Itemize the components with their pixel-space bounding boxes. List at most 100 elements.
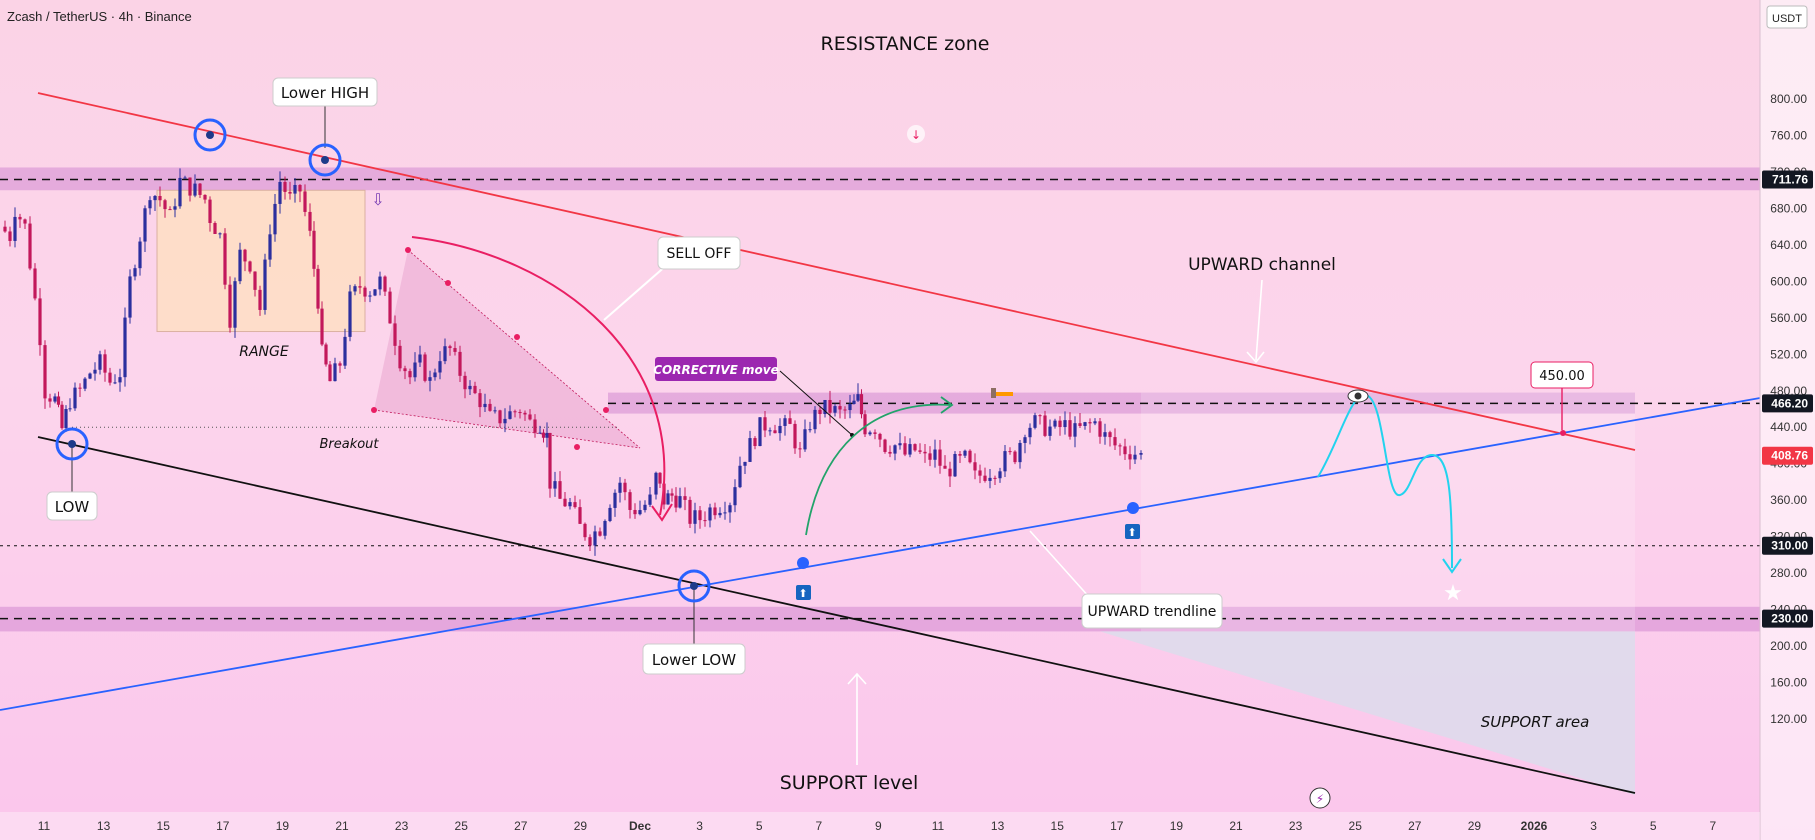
price-tag-box — [1762, 394, 1813, 413]
x-tick-label: 7 — [1709, 819, 1716, 833]
price-450-point — [1560, 430, 1566, 436]
corrective-label: CORRECTIVE move — [653, 363, 779, 377]
candle-body — [73, 387, 77, 409]
candle-body — [278, 181, 282, 204]
chart-title: RESISTANCE zone — [821, 33, 990, 55]
upward-trendline-leader — [1029, 530, 1091, 599]
candle-body — [358, 286, 362, 288]
candle-body — [1078, 423, 1082, 426]
candle-body — [778, 425, 782, 434]
candle-body — [968, 450, 972, 463]
x-tick-label: 23 — [395, 819, 409, 833]
time-axis[interactable]: 11 13 15 17 19 21 23 25 27 29 Dec 3 5 7 9 11 13 15 17 19 21 2… — [0, 812, 1760, 840]
x-tick-label: 19 — [1170, 819, 1184, 833]
y-tick-label: 760.00 — [1770, 129, 1807, 143]
candle-body — [198, 183, 202, 195]
pivot-circle — [308, 143, 342, 177]
candle-body — [8, 231, 12, 241]
price-tags: 711.76 466.20 408.76 310.00 230.00 — [1762, 170, 1813, 628]
candle-body — [23, 219, 27, 224]
candle-body — [843, 409, 847, 411]
candle-body — [558, 481, 562, 499]
candle-body — [438, 361, 442, 373]
candle-body — [243, 249, 247, 262]
candle-body — [458, 351, 462, 376]
candle-body — [768, 430, 772, 432]
candle-body — [948, 468, 952, 477]
candle-body — [118, 377, 122, 383]
candle-body — [423, 354, 427, 381]
candle-body — [798, 448, 802, 450]
candle-body — [468, 385, 472, 390]
candle-body — [398, 345, 402, 369]
candle-body — [933, 449, 937, 460]
candle-body — [418, 354, 422, 363]
candle-body — [1073, 423, 1077, 437]
candle-body — [633, 509, 637, 515]
candle-body — [873, 432, 877, 434]
candle-body — [833, 406, 837, 413]
candle-body — [173, 206, 177, 210]
x-tick-label: 23 — [1289, 819, 1303, 833]
candle-body — [813, 409, 817, 430]
candle-body — [666, 493, 670, 505]
candle-body — [1139, 453, 1143, 455]
x-tick-label: 11 — [38, 819, 51, 833]
x-tick-label: 3 — [696, 819, 703, 833]
candle-body — [428, 377, 432, 381]
lower-low-box — [642, 643, 746, 675]
down-arrow-circle-icon: ↓ — [907, 125, 925, 143]
candle-body — [433, 372, 437, 378]
candle-body — [183, 177, 187, 179]
candle-body — [88, 373, 92, 379]
candle-body — [1083, 422, 1087, 426]
candles-layer — [3, 168, 1143, 556]
candle-body — [856, 394, 860, 401]
price-axis-bg — [1760, 0, 1815, 840]
pivot-circle — [55, 427, 89, 461]
candle-body — [13, 216, 17, 241]
candle-body — [488, 403, 492, 411]
candle-body — [1048, 426, 1052, 436]
candle-body — [513, 411, 517, 413]
candle-body — [203, 194, 207, 200]
candle-body — [868, 432, 872, 435]
price-axis[interactable]: USDT 120.00160.00200.00240.00280.00320.0… — [1759, 0, 1815, 840]
x-tick-label: 15 — [157, 819, 171, 833]
candle-body — [103, 354, 107, 373]
candle-body — [328, 364, 332, 382]
x-tick-label: 19 — [276, 819, 290, 833]
candle-body — [523, 412, 527, 415]
range-label: RANGE — [239, 344, 289, 360]
candle-body — [838, 406, 842, 410]
candle-body — [888, 451, 892, 454]
candle-body — [483, 403, 487, 408]
candle-body — [508, 411, 512, 419]
candle-body — [628, 492, 632, 510]
candle-body — [1003, 451, 1007, 472]
candle-body — [758, 417, 762, 447]
candle-body — [503, 418, 507, 424]
candle-body — [353, 286, 357, 292]
candle-body — [988, 477, 992, 481]
annotations-layer: RESISTANCE zone Zcash / TetherUS · 4h · … — [7, 9, 1594, 809]
candle-body — [578, 507, 582, 524]
middle-zone — [608, 392, 1635, 414]
symbol-line[interactable]: Zcash / TetherUS · 4h · Binance — [7, 9, 192, 24]
candle-body — [324, 344, 328, 365]
lower-high-label: Lower HIGH — [281, 84, 369, 102]
currency-box — [1766, 5, 1808, 29]
candle-body — [953, 454, 957, 477]
lightning-icon[interactable]: ⚡ — [1309, 787, 1331, 809]
candle-body — [168, 209, 172, 211]
candle-body — [753, 438, 757, 447]
candle-body — [1013, 451, 1017, 463]
candle-body — [548, 432, 552, 489]
candle-body — [1103, 432, 1107, 437]
candle-body — [348, 291, 352, 337]
candle-body — [1043, 415, 1047, 436]
candle-body — [93, 369, 97, 374]
candle-body — [545, 432, 549, 438]
